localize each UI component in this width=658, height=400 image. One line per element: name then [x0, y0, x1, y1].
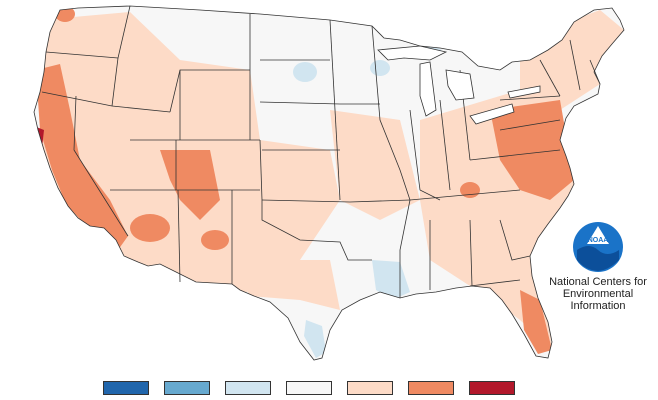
credit-line-2: Environmental [562, 288, 634, 300]
color-legend [103, 381, 533, 397]
legend-swatch-5 [347, 381, 393, 395]
legend-swatch-4 [286, 381, 332, 395]
legend-swatch-1 [103, 381, 149, 395]
legend-swatch-7 [469, 381, 515, 395]
logo-text: NOAA [588, 237, 609, 244]
legend-swatch-2 [164, 381, 210, 395]
legend-swatch-6 [408, 381, 454, 395]
ncei-credit: National Centers for Environmental Infor… [548, 276, 648, 312]
state-borders [33, 5, 625, 361]
noaa-logo-icon: NOAA [573, 222, 623, 272]
great-lakes [377, 45, 541, 125]
credit-line-3: Information [570, 300, 626, 312]
legend-swatch-3 [225, 381, 271, 395]
warm-areas [36, 6, 574, 354]
credit-line-1: National Centers for [549, 276, 647, 288]
